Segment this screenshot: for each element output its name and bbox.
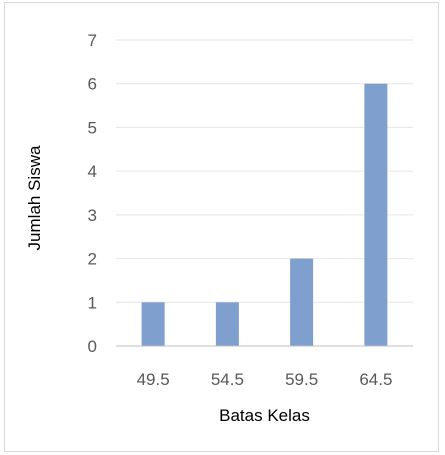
- y-tick-label: 4: [88, 162, 97, 181]
- y-tick-label: 5: [88, 118, 97, 137]
- x-tick-label: 49.5: [137, 370, 170, 389]
- x-axis-title: Batas Kelas: [219, 406, 310, 425]
- y-axis-title: Jumlah Siswa: [25, 145, 44, 250]
- bar-64.5: [364, 83, 388, 346]
- y-tick-label: 0: [88, 337, 97, 356]
- bar-54.5: [215, 302, 239, 346]
- y-tick-labels: 0 1 2 3 4 5 6 7: [88, 31, 97, 356]
- y-tick-label: 2: [88, 250, 97, 269]
- y-tick-label: 6: [88, 75, 97, 94]
- x-tick-label: 64.5: [359, 370, 392, 389]
- bars: [141, 83, 388, 346]
- x-tick-labels: 49.5 54.5 59.5 64.5: [137, 370, 393, 389]
- bar-49.5: [141, 302, 165, 346]
- x-tick-label: 54.5: [211, 370, 244, 389]
- y-tick-label: 1: [88, 293, 97, 312]
- y-tick-label: 3: [88, 206, 97, 225]
- y-tick-label: 7: [88, 31, 97, 50]
- x-tick-label: 59.5: [285, 370, 318, 389]
- gridlines: [116, 39, 413, 303]
- bar-59.5: [290, 258, 314, 346]
